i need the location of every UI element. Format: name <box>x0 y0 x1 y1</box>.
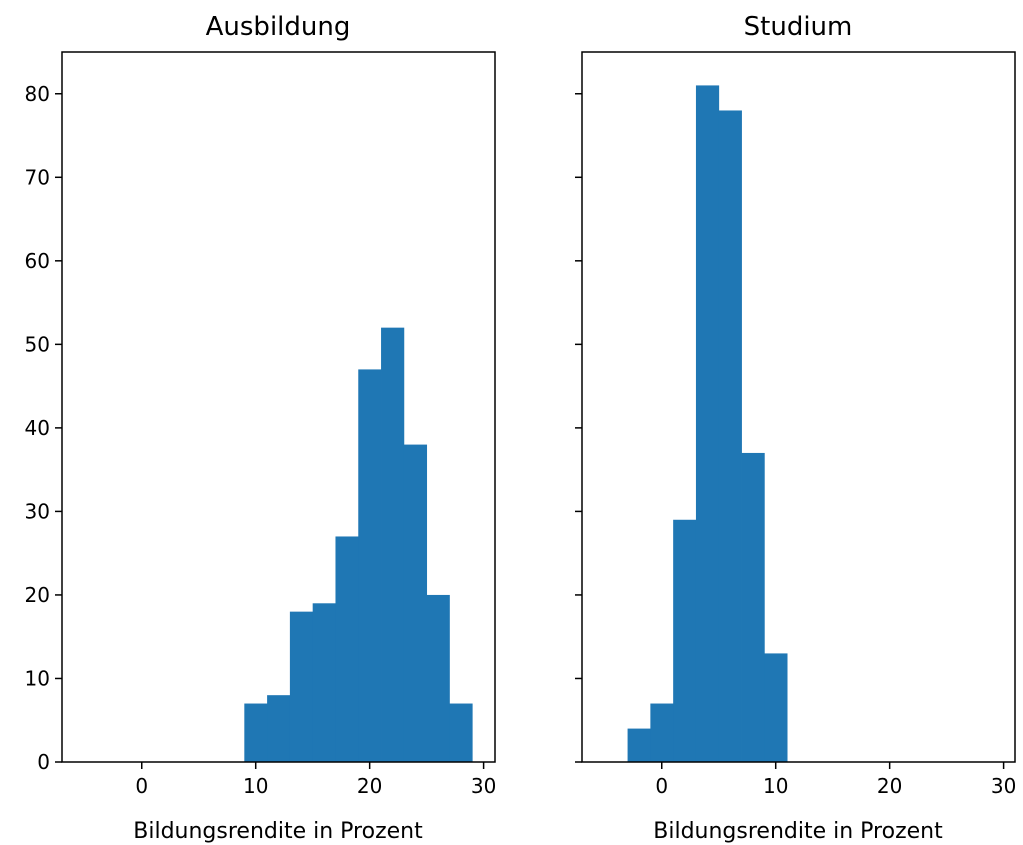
histogram-bar <box>244 703 268 762</box>
chart-title: Studium <box>744 12 853 42</box>
histogram-bar <box>426 594 450 762</box>
histogram-bar <box>764 653 788 762</box>
x-tick-label: 10 <box>243 774 268 798</box>
x-axis-ticks: 0 10 20 30 <box>655 762 1016 798</box>
x-tick-label: 20 <box>357 774 382 798</box>
y-tick-label: 0 <box>37 750 50 774</box>
y-tick-label: 70 <box>25 165 50 189</box>
histogram-bar <box>627 728 651 762</box>
y-tick-label: 20 <box>25 583 50 607</box>
histogram-bar <box>267 695 291 762</box>
histogram-bar <box>335 536 359 762</box>
bar-group <box>244 327 473 762</box>
histogram-bar <box>741 452 765 762</box>
x-tick-label: 30 <box>471 774 496 798</box>
x-tick-label: 0 <box>655 774 668 798</box>
y-tick-label: 80 <box>25 82 50 106</box>
x-tick-label: 0 <box>135 774 148 798</box>
bar-group <box>627 85 788 763</box>
histogram-bar <box>403 444 428 762</box>
histogram-bar <box>449 703 473 762</box>
y-tick-label: 30 <box>25 499 50 523</box>
histogram-bar <box>358 369 382 762</box>
x-tick-label: 20 <box>877 774 902 798</box>
chart-title: Ausbildung <box>206 12 351 42</box>
y-tick-label: 50 <box>25 332 50 356</box>
histogram-bar <box>381 327 405 762</box>
histogram-bar <box>695 85 720 763</box>
axes-frame <box>61 51 496 763</box>
histogram-bar <box>673 519 697 762</box>
x-axis-ticks: 0 10 20 30 <box>135 762 496 798</box>
histogram-bar <box>289 611 314 762</box>
y-tick-label: 60 <box>25 249 50 273</box>
x-tick-label: 30 <box>991 774 1016 798</box>
histogram-bar <box>650 703 674 762</box>
y-axis-ticks: 0 10 20 30 40 50 60 70 80 <box>25 82 62 774</box>
y-axis-ticks <box>575 93 582 763</box>
x-axis-label: Bildungsrendite in Prozent <box>653 819 943 844</box>
axes-frame <box>581 51 1016 763</box>
histogram-bar <box>718 110 742 763</box>
y-tick-label: 10 <box>25 666 50 690</box>
panel-studium: Studium 0 10 20 30 Bildungsrendite in Proze… <box>575 12 1016 844</box>
histogram-bar <box>312 603 336 762</box>
y-tick-label: 40 <box>25 416 50 440</box>
x-tick-label: 10 <box>763 774 788 798</box>
panel-ausbildung: Ausbildung 0 10 20 30 0 10 20 30 40 50 60 70 80 Bil… <box>25 12 497 844</box>
x-axis-label: Bildungsrendite in Prozent <box>133 819 423 844</box>
